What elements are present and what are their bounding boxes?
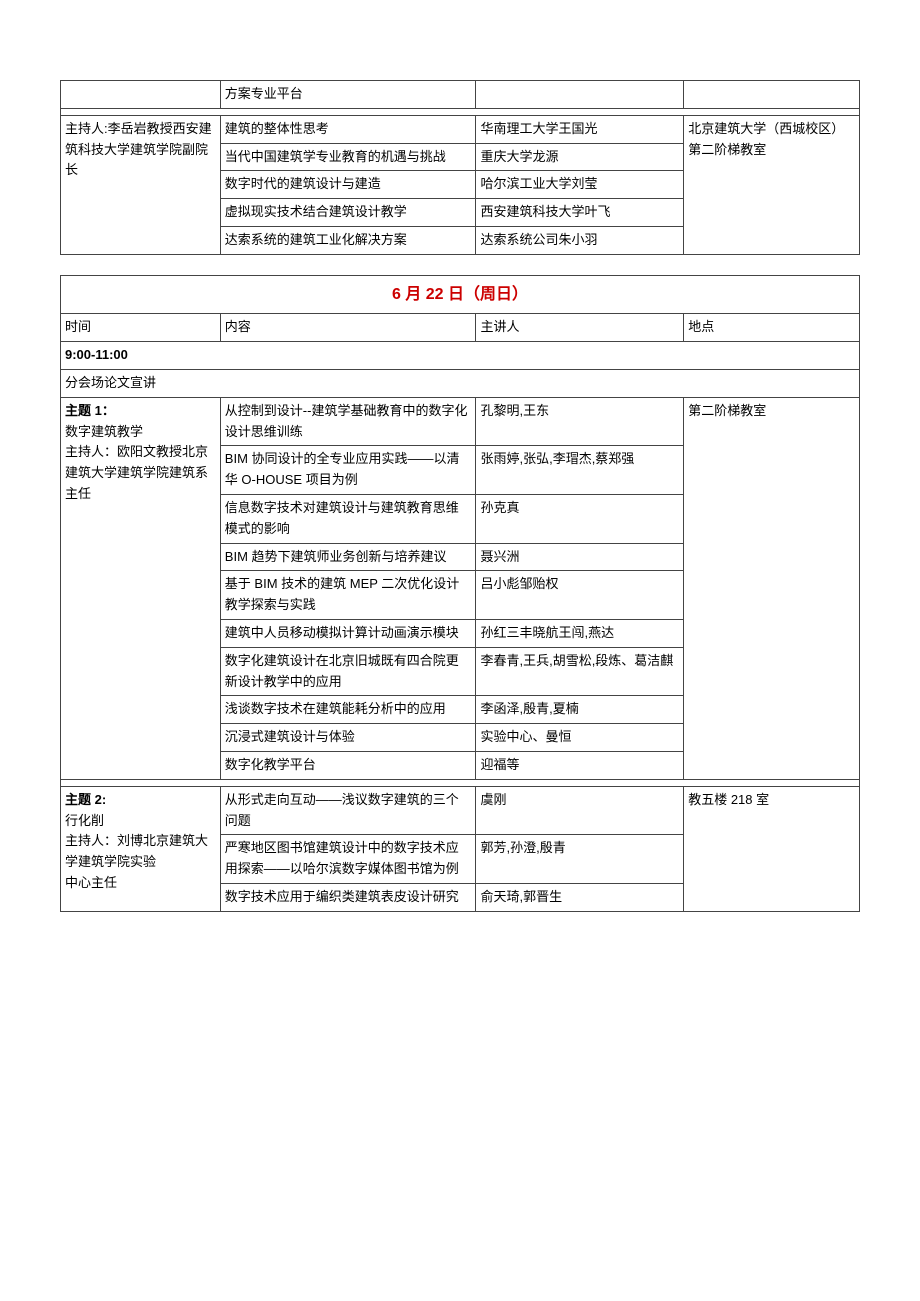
timeslot-row: 9:00-11:00 — [61, 342, 860, 370]
section-label: 分会场论文宣讲 — [61, 369, 860, 397]
topic1-host-cell: 主题 1： 数字建筑教学 主持人：欧阳文教授北京建筑大学建筑学院建筑系主任 — [61, 397, 221, 779]
topic2-host1: 主持人：刘博北京建筑大学建筑学院实验 — [65, 833, 208, 869]
content-cell: 沉浸式建筑设计与体验 — [220, 724, 476, 752]
content-cell: 从形式走向互动——浅议数字建筑的三个问题 — [220, 786, 476, 835]
cell — [476, 81, 684, 109]
topic2-host-cell: 主题 2: 行化削 主持人：刘博北京建筑大学建筑学院实验 中心主任 — [61, 786, 221, 911]
content-cell: 虚拟现实技术结合建筑设计教学 — [220, 199, 476, 227]
header-speaker: 主讲人 — [476, 314, 684, 342]
content-cell: 严寒地区图书馆建筑设计中的数字技术应用探索——以哈尔滨数字媒体图书馆为例 — [220, 835, 476, 884]
speaker-cell: 李函泽,殷青,夏楠 — [476, 696, 684, 724]
host-cell: 主持人:李岳岩教授西安建筑科技大学建筑学院副院长 — [61, 115, 221, 254]
speaker-cell: 吕小彪邹贻权 — [476, 571, 684, 620]
speaker-cell: 重庆大学龙源 — [476, 143, 684, 171]
speaker-cell: 虞刚 — [476, 786, 684, 835]
cell — [684, 81, 860, 109]
table-row: 主题 1： 数字建筑教学 主持人：欧阳文教授北京建筑大学建筑学院建筑系主任 从控… — [61, 397, 860, 446]
venue-cell: 第二阶梯教室 — [684, 397, 860, 779]
speaker-cell: 达索系统公司朱小羽 — [476, 226, 684, 254]
content-cell: BIM 协同设计的全专业应用实践——以清华 O-HOUSE 项目为例 — [220, 446, 476, 495]
cell — [61, 81, 221, 109]
content-cell: 从控制到设计--建筑学基础教育中的数字化设计思维训练 — [220, 397, 476, 446]
topic2-title: 主题 2: — [65, 792, 106, 807]
speaker-cell: 孔黎明,王东 — [476, 397, 684, 446]
speaker-cell: 郭芳,孙澄,殷青 — [476, 835, 684, 884]
schedule-table-prev: 方案专业平台 主持人:李岳岩教授西安建筑科技大学建筑学院副院长 建筑的整体性思考… — [60, 80, 860, 255]
speaker-cell: 孙克真 — [476, 494, 684, 543]
content-cell: BIM 趋势下建筑师业务创新与培养建议 — [220, 543, 476, 571]
content-cell: 浅谈数字技术在建筑能耗分析中的应用 — [220, 696, 476, 724]
topic1-title: 主题 1： — [65, 403, 115, 418]
speaker-cell: 迎福等 — [476, 751, 684, 779]
speaker-cell: 李春青,王兵,胡雪松,段炼、葛洁麒 — [476, 647, 684, 696]
header-venue: 地点 — [684, 314, 860, 342]
venue-cell: 教五楼 218 室 — [684, 786, 860, 911]
speaker-cell: 张雨婷,张弘,李瑁杰,蔡郑强 — [476, 446, 684, 495]
speaker-cell: 聂兴洲 — [476, 543, 684, 571]
table-title: 6 月 22 日（周日） — [61, 275, 860, 314]
content-cell: 基于 BIM 技术的建筑 MEP 二次优化设计教学探索与实践 — [220, 571, 476, 620]
header-row: 时间 内容 主讲人 地点 — [61, 314, 860, 342]
content-cell: 数字技术应用于编织类建筑表皮设计研究 — [220, 883, 476, 911]
content-cell: 数字化建筑设计在北京旧城既有四合院更新设计教学中的应用 — [220, 647, 476, 696]
content-cell: 数字化教学平台 — [220, 751, 476, 779]
content-cell: 建筑的整体性思考 — [220, 115, 476, 143]
venue-cell: 北京建筑大学（西城校区）第二阶梯教室 — [684, 115, 860, 254]
table-row: 主题 2: 行化削 主持人：刘博北京建筑大学建筑学院实验 中心主任 从形式走向互… — [61, 786, 860, 835]
topic2-subtitle: 行化削 — [65, 813, 104, 828]
content-cell: 数字时代的建筑设计与建造 — [220, 171, 476, 199]
speaker-cell: 华南理工大学王国光 — [476, 115, 684, 143]
schedule-table-jun22: 6 月 22 日（周日） 时间 内容 主讲人 地点 9:00-11:00 分会场… — [60, 275, 860, 912]
title-row: 6 月 22 日（周日） — [61, 275, 860, 314]
table-row: 主持人:李岳岩教授西安建筑科技大学建筑学院副院长 建筑的整体性思考 华南理工大学… — [61, 115, 860, 143]
content-cell: 达索系统的建筑工业化解决方案 — [220, 226, 476, 254]
header-time: 时间 — [61, 314, 221, 342]
fragment-row: 方案专业平台 — [61, 81, 860, 109]
section-label-row: 分会场论文宣讲 — [61, 369, 860, 397]
spacer-row — [61, 779, 860, 786]
header-content: 内容 — [220, 314, 476, 342]
speaker-cell: 西安建筑科技大学叶飞 — [476, 199, 684, 227]
speaker-cell: 哈尔滨工业大学刘莹 — [476, 171, 684, 199]
content-cell: 建筑中人员移动模拟计算计动画演示模块 — [220, 619, 476, 647]
content-cell: 当代中国建筑学专业教育的机遇与挑战 — [220, 143, 476, 171]
topic1-host: 主持人：欧阳文教授北京建筑大学建筑学院建筑系主任 — [65, 444, 208, 501]
timeslot: 9:00-11:00 — [61, 342, 860, 370]
topic2-host2: 中心主任 — [65, 875, 117, 890]
cell: 方案专业平台 — [220, 81, 476, 109]
speaker-cell: 孙红三丰晓航王闯,燕达 — [476, 619, 684, 647]
content-cell: 信息数字技术对建筑设计与建筑教育思维模式的影响 — [220, 494, 476, 543]
speaker-cell: 实验中心、曼恒 — [476, 724, 684, 752]
speaker-cell: 俞天琦,郭晋生 — [476, 883, 684, 911]
topic1-subtitle: 数字建筑教学 — [65, 424, 143, 439]
spacer-row — [61, 108, 860, 115]
